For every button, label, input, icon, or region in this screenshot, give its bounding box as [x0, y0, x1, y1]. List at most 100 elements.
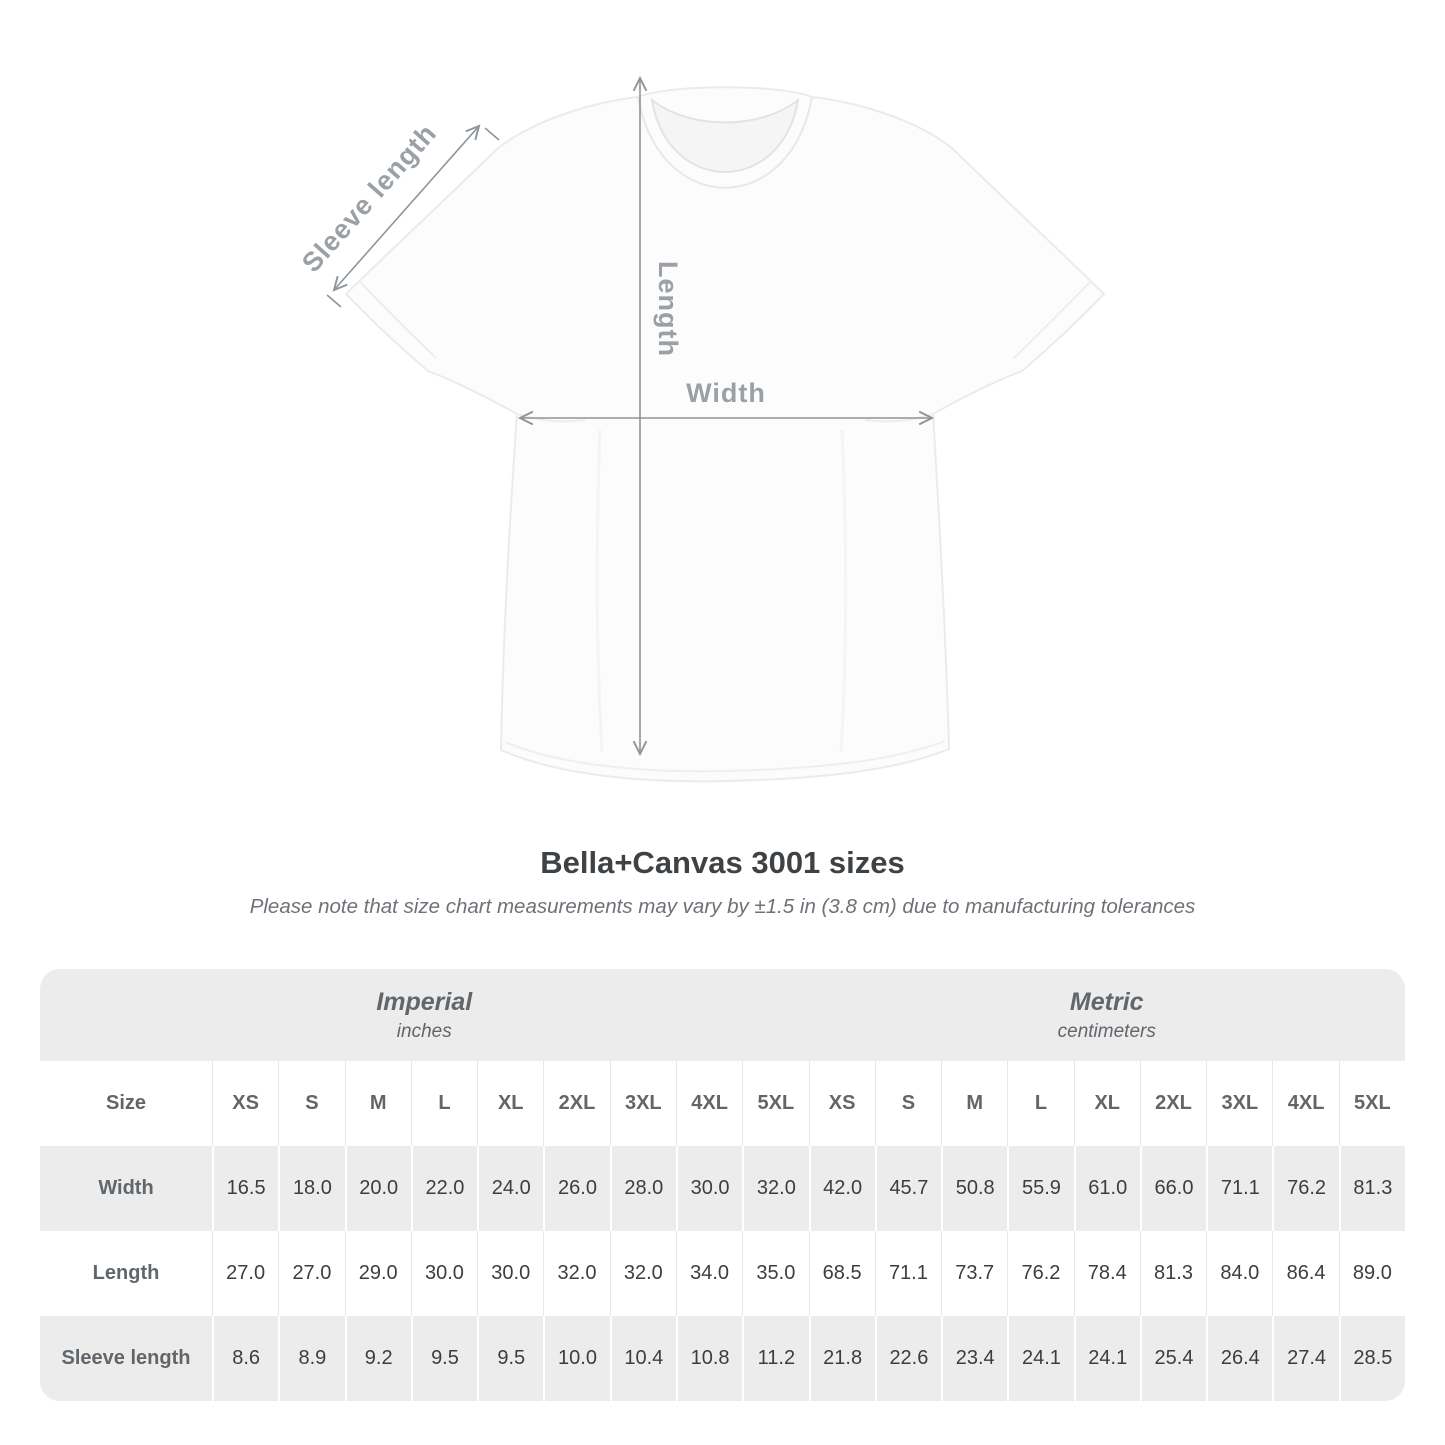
metric-title: Metric: [1069, 987, 1144, 1016]
table-cell: 32.0: [609, 1231, 676, 1316]
table-cell: 24.1: [1073, 1316, 1140, 1401]
table-cell: 9.5: [410, 1316, 478, 1401]
imperial-size-header: XS: [212, 1061, 278, 1146]
metric-size-header: 4XL: [1272, 1061, 1338, 1146]
table-cell: 42.0: [808, 1146, 875, 1231]
table-cell: 84.0: [1206, 1231, 1272, 1316]
length-row: Length 27.0 27.0 29.0 30.0 30.0 32.0 32.…: [40, 1231, 1405, 1316]
unit-header-band: Imperial inches Metric centimeters: [40, 969, 1405, 1061]
tshirt-graphic: Width Length Sleeve length: [296, 75, 1106, 783]
tshirt-body: [344, 86, 1106, 783]
table-cell: 27.0: [212, 1231, 278, 1316]
tshirt-neck-opening: [650, 97, 800, 173]
table-cell: 27.4: [1272, 1316, 1339, 1401]
imperial-size-header: 4XL: [675, 1061, 742, 1146]
table-cell: 11.2: [742, 1316, 809, 1401]
table-cell: 10.4: [609, 1316, 676, 1401]
size-chart-table: Imperial inches Metric centimeters Size …: [40, 969, 1405, 1401]
table-cell: 81.3: [1338, 1146, 1405, 1231]
table-cell: 45.7: [874, 1146, 942, 1231]
table-cell: 71.1: [874, 1231, 941, 1316]
table-cell: 24.1: [1007, 1316, 1074, 1401]
size-column-label: Size: [105, 1092, 147, 1114]
table-cell: 27.0: [278, 1231, 344, 1316]
table-cell: 30.0: [410, 1231, 477, 1316]
table-cell: 32.0: [742, 1146, 809, 1231]
metric-size-header: S: [874, 1061, 941, 1146]
table-cell: 30.0: [675, 1146, 743, 1231]
table-cell: 28.5: [1338, 1316, 1405, 1401]
metric-size-header: XS: [808, 1061, 875, 1146]
metric-unit-label: centimeters: [1057, 1020, 1156, 1042]
table-cell: 16.5: [212, 1146, 279, 1231]
table-cell: 55.9: [1007, 1146, 1074, 1231]
imperial-unit-label: inches: [396, 1020, 452, 1042]
table-cell: 28.0: [609, 1146, 676, 1231]
imperial-unit-header: Imperial inches: [40, 969, 809, 1061]
tshirt-illustration: [344, 86, 1106, 783]
table-cell: 32.0: [543, 1231, 609, 1316]
table-cell: 23.4: [941, 1316, 1008, 1401]
table-cell: 10.0: [543, 1316, 610, 1401]
table-cell: 20.0: [344, 1146, 411, 1231]
table-cell: 9.5: [477, 1316, 544, 1401]
sleeve-length-arrow: [332, 124, 481, 292]
metric-size-header: 3XL: [1206, 1061, 1272, 1146]
table-cell: 8.6: [212, 1316, 279, 1401]
metric-size-header: L: [1007, 1061, 1073, 1146]
table-cell: 29.0: [344, 1231, 411, 1316]
table-cell: 76.2: [1007, 1231, 1073, 1316]
row-label: Length: [92, 1262, 160, 1284]
row-label: Width: [40, 1146, 212, 1231]
measurement-arrows: [326, 75, 935, 757]
table-cell: 86.4: [1272, 1231, 1338, 1316]
table-cell: 30.0: [477, 1231, 543, 1316]
tolerance-note: Please note that size chart measurements…: [249, 895, 1196, 918]
table-cell: 50.8: [941, 1146, 1008, 1231]
sleeve-arrow-end-ticks: [326, 127, 500, 308]
imperial-size-header: XL: [477, 1061, 543, 1146]
table-cell: 66.0: [1139, 1146, 1207, 1231]
table-cell: 34.0: [675, 1231, 742, 1316]
imperial-size-header: S: [278, 1061, 344, 1146]
metric-size-header: XL: [1073, 1061, 1140, 1146]
table-cell: 26.4: [1206, 1316, 1273, 1401]
width-row: Width 16.5 18.0 20.0 22.0 24.0 26.0 28.0…: [40, 1146, 1405, 1231]
table-cell: 8.9: [278, 1316, 345, 1401]
table-cell: 25.4: [1139, 1316, 1207, 1401]
metric-size-header: 2XL: [1139, 1061, 1206, 1146]
page-title: Bella+Canvas 3001 sizes: [540, 845, 905, 880]
imperial-size-header: 2XL: [543, 1061, 609, 1146]
table-cell: 81.3: [1139, 1231, 1206, 1316]
table-cell: 73.7: [941, 1231, 1007, 1316]
table-cell: 22.0: [410, 1146, 478, 1231]
imperial-size-header: 3XL: [609, 1061, 676, 1146]
table-cell: 76.2: [1272, 1146, 1339, 1231]
tshirt-measurement-figure: Width Length Sleeve length: [296, 75, 1106, 783]
table-cell: 68.5: [808, 1231, 875, 1316]
size-header-row: Size XS S M L XL 2XL 3XL 4XL 5XL XS S M …: [40, 1061, 1405, 1146]
table-cell: 26.0: [543, 1146, 610, 1231]
table-cell: 89.0: [1338, 1231, 1405, 1316]
table-cell: 18.0: [278, 1146, 345, 1231]
row-label: Sleeve length: [40, 1316, 212, 1401]
table-cell: 61.0: [1073, 1146, 1140, 1231]
tshirt-right-sleeve-seam: [1013, 281, 1091, 359]
length-label: Length: [653, 261, 683, 357]
metric-size-header: M: [941, 1061, 1007, 1146]
width-label: Width: [686, 378, 766, 408]
table-cell: 78.4: [1073, 1231, 1140, 1316]
table-cell: 22.6: [874, 1316, 942, 1401]
table-cell: 71.1: [1206, 1146, 1273, 1231]
tshirt-hem-seam: [504, 740, 946, 773]
metric-size-header: 5XL: [1338, 1061, 1405, 1146]
sleeve-length-row: Sleeve length 8.6 8.9 9.2 9.5 9.5 10.0 1…: [40, 1316, 1405, 1401]
table-cell: 10.8: [675, 1316, 743, 1401]
imperial-title: Imperial: [376, 987, 473, 1016]
metric-unit-header: Metric centimeters: [809, 969, 1406, 1061]
imperial-size-header: 5XL: [742, 1061, 808, 1146]
table-cell: 35.0: [742, 1231, 808, 1316]
table-cell: 24.0: [477, 1146, 544, 1231]
table-cell: 21.8: [808, 1316, 875, 1401]
